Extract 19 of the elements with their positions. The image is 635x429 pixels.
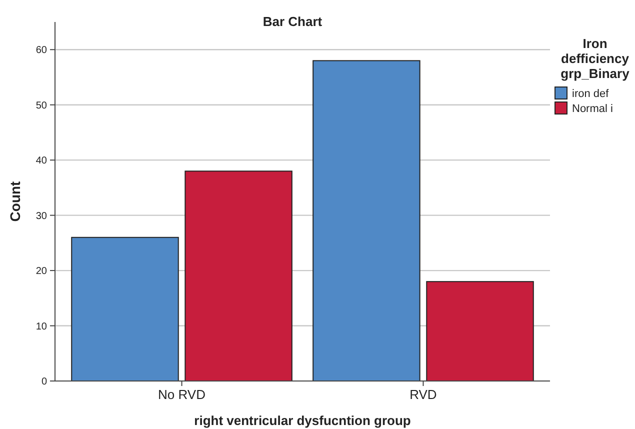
bar: [312, 60, 420, 382]
legend-label: Normal i: [572, 102, 613, 115]
x-axis-title: right ventricular dysfucntion group: [194, 413, 411, 428]
bar: [426, 281, 534, 382]
bar: [71, 236, 179, 382]
x-tick-label: RVD: [410, 387, 437, 402]
legend-title: Iron defficiency grp_Binary: [560, 36, 630, 81]
y-tick-label: 60: [36, 45, 48, 56]
y-tick-label: 40: [36, 156, 48, 167]
legend-label: iron def: [572, 88, 610, 100]
bar: [184, 170, 292, 382]
y-axis-title: Count: [7, 180, 23, 222]
x-tick-label: No RVD: [158, 387, 206, 402]
y-tick-label: 20: [36, 266, 48, 278]
y-tick-label: 30: [36, 210, 48, 222]
y-tick-label: 10: [36, 321, 48, 332]
chart-title: Bar Chart: [262, 14, 323, 29]
y-tick-label: 0: [41, 376, 48, 388]
y-tick-label: 50: [36, 100, 48, 112]
